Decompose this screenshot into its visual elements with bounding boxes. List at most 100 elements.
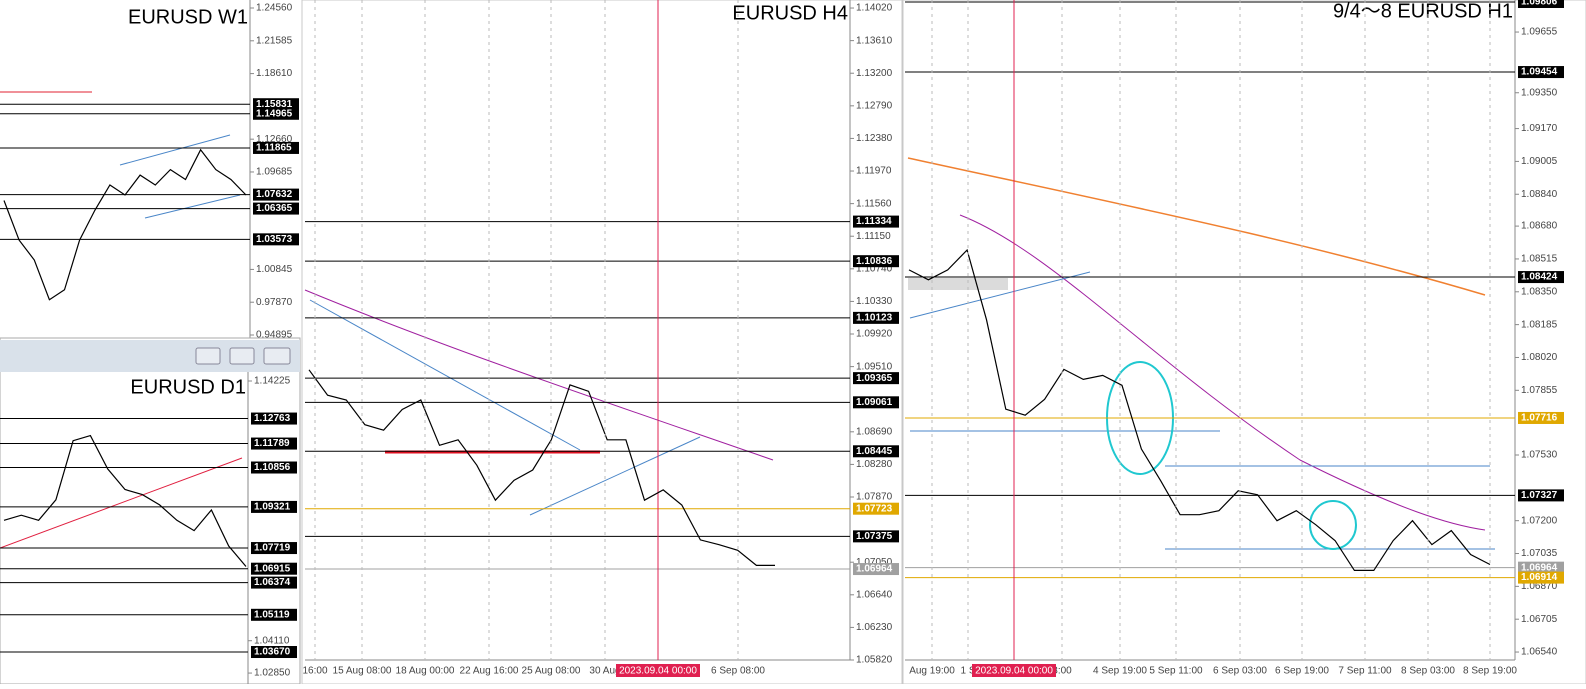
marker-label-bg: [972, 664, 1056, 677]
price-label-bg: [853, 311, 899, 324]
price-label-bg: [1518, 0, 1564, 8]
price-label: 1.06365: [256, 203, 293, 214]
price-label-bg: [253, 141, 299, 154]
x-tick-label: 16:00: [302, 666, 327, 677]
marker-label-bg: [616, 664, 700, 677]
price-label: 1.14965: [256, 108, 293, 119]
chart-title: 9/4～8 EURUSD H1: [1333, 0, 1513, 22]
price-label-bg: [853, 372, 899, 385]
d1-trend-line: [0, 457, 243, 549]
price-label-bg: [1518, 66, 1564, 79]
chart-title: EURUSD H4: [732, 2, 848, 24]
price-label-bg: [1518, 561, 1564, 574]
y-tick-label: 1.04110: [254, 635, 290, 646]
price-line: [908, 248, 1491, 571]
w1-channel: [144, 194, 241, 219]
y-tick-label: 1.11970: [856, 166, 892, 177]
d1-title-bar: [0, 340, 300, 372]
price-label: 1.09061: [856, 397, 893, 408]
x-tick-label: Aug 19:00: [909, 666, 955, 677]
h1-zone: [908, 278, 1008, 290]
y-tick-label: 1.12660: [256, 134, 293, 145]
x-tick-label: 22 Aug 16:00: [460, 666, 519, 677]
price-label: 1.07716: [1521, 413, 1558, 424]
x-tick-label: 8 Sep 03:00: [1401, 666, 1455, 677]
y-tick-label: 1.21585: [256, 35, 293, 46]
price-label: 1.06964: [1521, 562, 1558, 573]
x-tick-label: 5 Sep 11:00: [1149, 666, 1203, 677]
y-tick-label: 1.08840: [1521, 189, 1558, 200]
price-label-bg: [251, 646, 297, 659]
price-label-bg: [251, 437, 297, 450]
h1-highlight: [1309, 500, 1357, 550]
price-label: 1.06374: [254, 577, 291, 588]
price-label: 1.10123: [856, 313, 893, 324]
y-tick-label: 1.08185: [1521, 319, 1558, 330]
price-label: 1.11334: [856, 216, 892, 227]
y-tick-label: 1.06870: [1521, 581, 1558, 592]
y-tick-label: 1.00845: [256, 264, 293, 275]
price-line: [308, 369, 775, 566]
w1-channel: [119, 134, 231, 166]
x-tick-label: 1 S: [960, 666, 975, 677]
y-tick-label: 1.24560: [256, 3, 293, 14]
price-label: 1.08424: [1521, 272, 1558, 283]
price-label-bg: [1518, 271, 1564, 284]
price-label: 1.03670: [254, 647, 291, 658]
y-tick-label: 1.10330: [856, 296, 893, 307]
y-tick-label: 1.09655: [1521, 27, 1558, 38]
y-tick-label: 1.08690: [856, 426, 893, 437]
price-label: 1.05119: [254, 609, 290, 620]
y-tick-label: 1.07200: [1521, 515, 1558, 526]
y-tick-label: 1.12790: [856, 100, 893, 111]
y-tick-label: 0.97870: [256, 297, 293, 308]
price-label: 1.08445: [856, 446, 893, 457]
marker-label: 2023.09.04 00:00: [975, 666, 1053, 677]
x-tick-label: 6 Sep 19:00: [1275, 666, 1329, 677]
y-tick-label: 1.12380: [856, 133, 893, 144]
d1-window: [0, 337, 301, 685]
y-tick-label: 1.08680: [1521, 221, 1558, 232]
price-label-bg: [853, 215, 899, 228]
price-label-bg: [251, 461, 297, 474]
marker-label: 2023.09.04 00:00: [619, 666, 697, 677]
y-tick-label: 1.09685: [256, 167, 293, 178]
h1-window: [902, 0, 1586, 685]
price-label-bg: [253, 188, 299, 201]
y-tick-label: 1.08280: [856, 459, 893, 470]
maximize-button[interactable]: [229, 347, 255, 365]
y-tick-label: 1.10740: [856, 263, 893, 274]
price-label-bg: [251, 412, 297, 425]
minimize-button[interactable]: [195, 347, 221, 365]
price-label: 1.09365: [856, 373, 893, 384]
x-tick-label: 30 Aug: [589, 666, 620, 677]
price-label: 1.03573: [256, 234, 293, 245]
price-label: 1.07719: [254, 543, 291, 554]
y-tick-label: 1.09920: [856, 329, 893, 340]
price-label: 1.07723: [856, 503, 893, 514]
price-label: 1.06915: [254, 563, 291, 574]
price-label: 1.07632: [256, 189, 293, 200]
price-label-bg: [1518, 489, 1564, 502]
y-tick-label: 1.14225: [254, 376, 291, 387]
close-button[interactable]: [263, 347, 291, 365]
price-label-bg: [251, 608, 297, 621]
x-tick-label: 6 Sep 03:00: [1213, 666, 1267, 677]
price-label-bg: [253, 202, 299, 215]
y-tick-label: 1.06705: [1521, 614, 1558, 625]
y-tick-label: 1.09005: [1521, 156, 1558, 167]
y-tick-label: 1.09350: [1521, 87, 1558, 98]
x-tick-label: 4 Sep 19:00: [1093, 666, 1147, 677]
y-tick-label: 1.11150: [856, 231, 891, 242]
y-tick-label: 1.02850: [254, 668, 291, 679]
x-tick-label: 6 Sep 08:00: [711, 666, 765, 677]
price-label: 1.06964: [856, 564, 893, 575]
x-tick-label: 25 Aug 08:00: [522, 666, 581, 677]
h4-window: [301, 0, 903, 685]
price-label: 1.09321: [254, 502, 291, 513]
price-label-bg: [1518, 411, 1564, 424]
x-tick-label: 15 Aug 08:00: [333, 666, 392, 677]
y-tick-label: 1.07530: [1521, 450, 1558, 461]
y-tick-label: 1.07035: [1521, 548, 1558, 559]
